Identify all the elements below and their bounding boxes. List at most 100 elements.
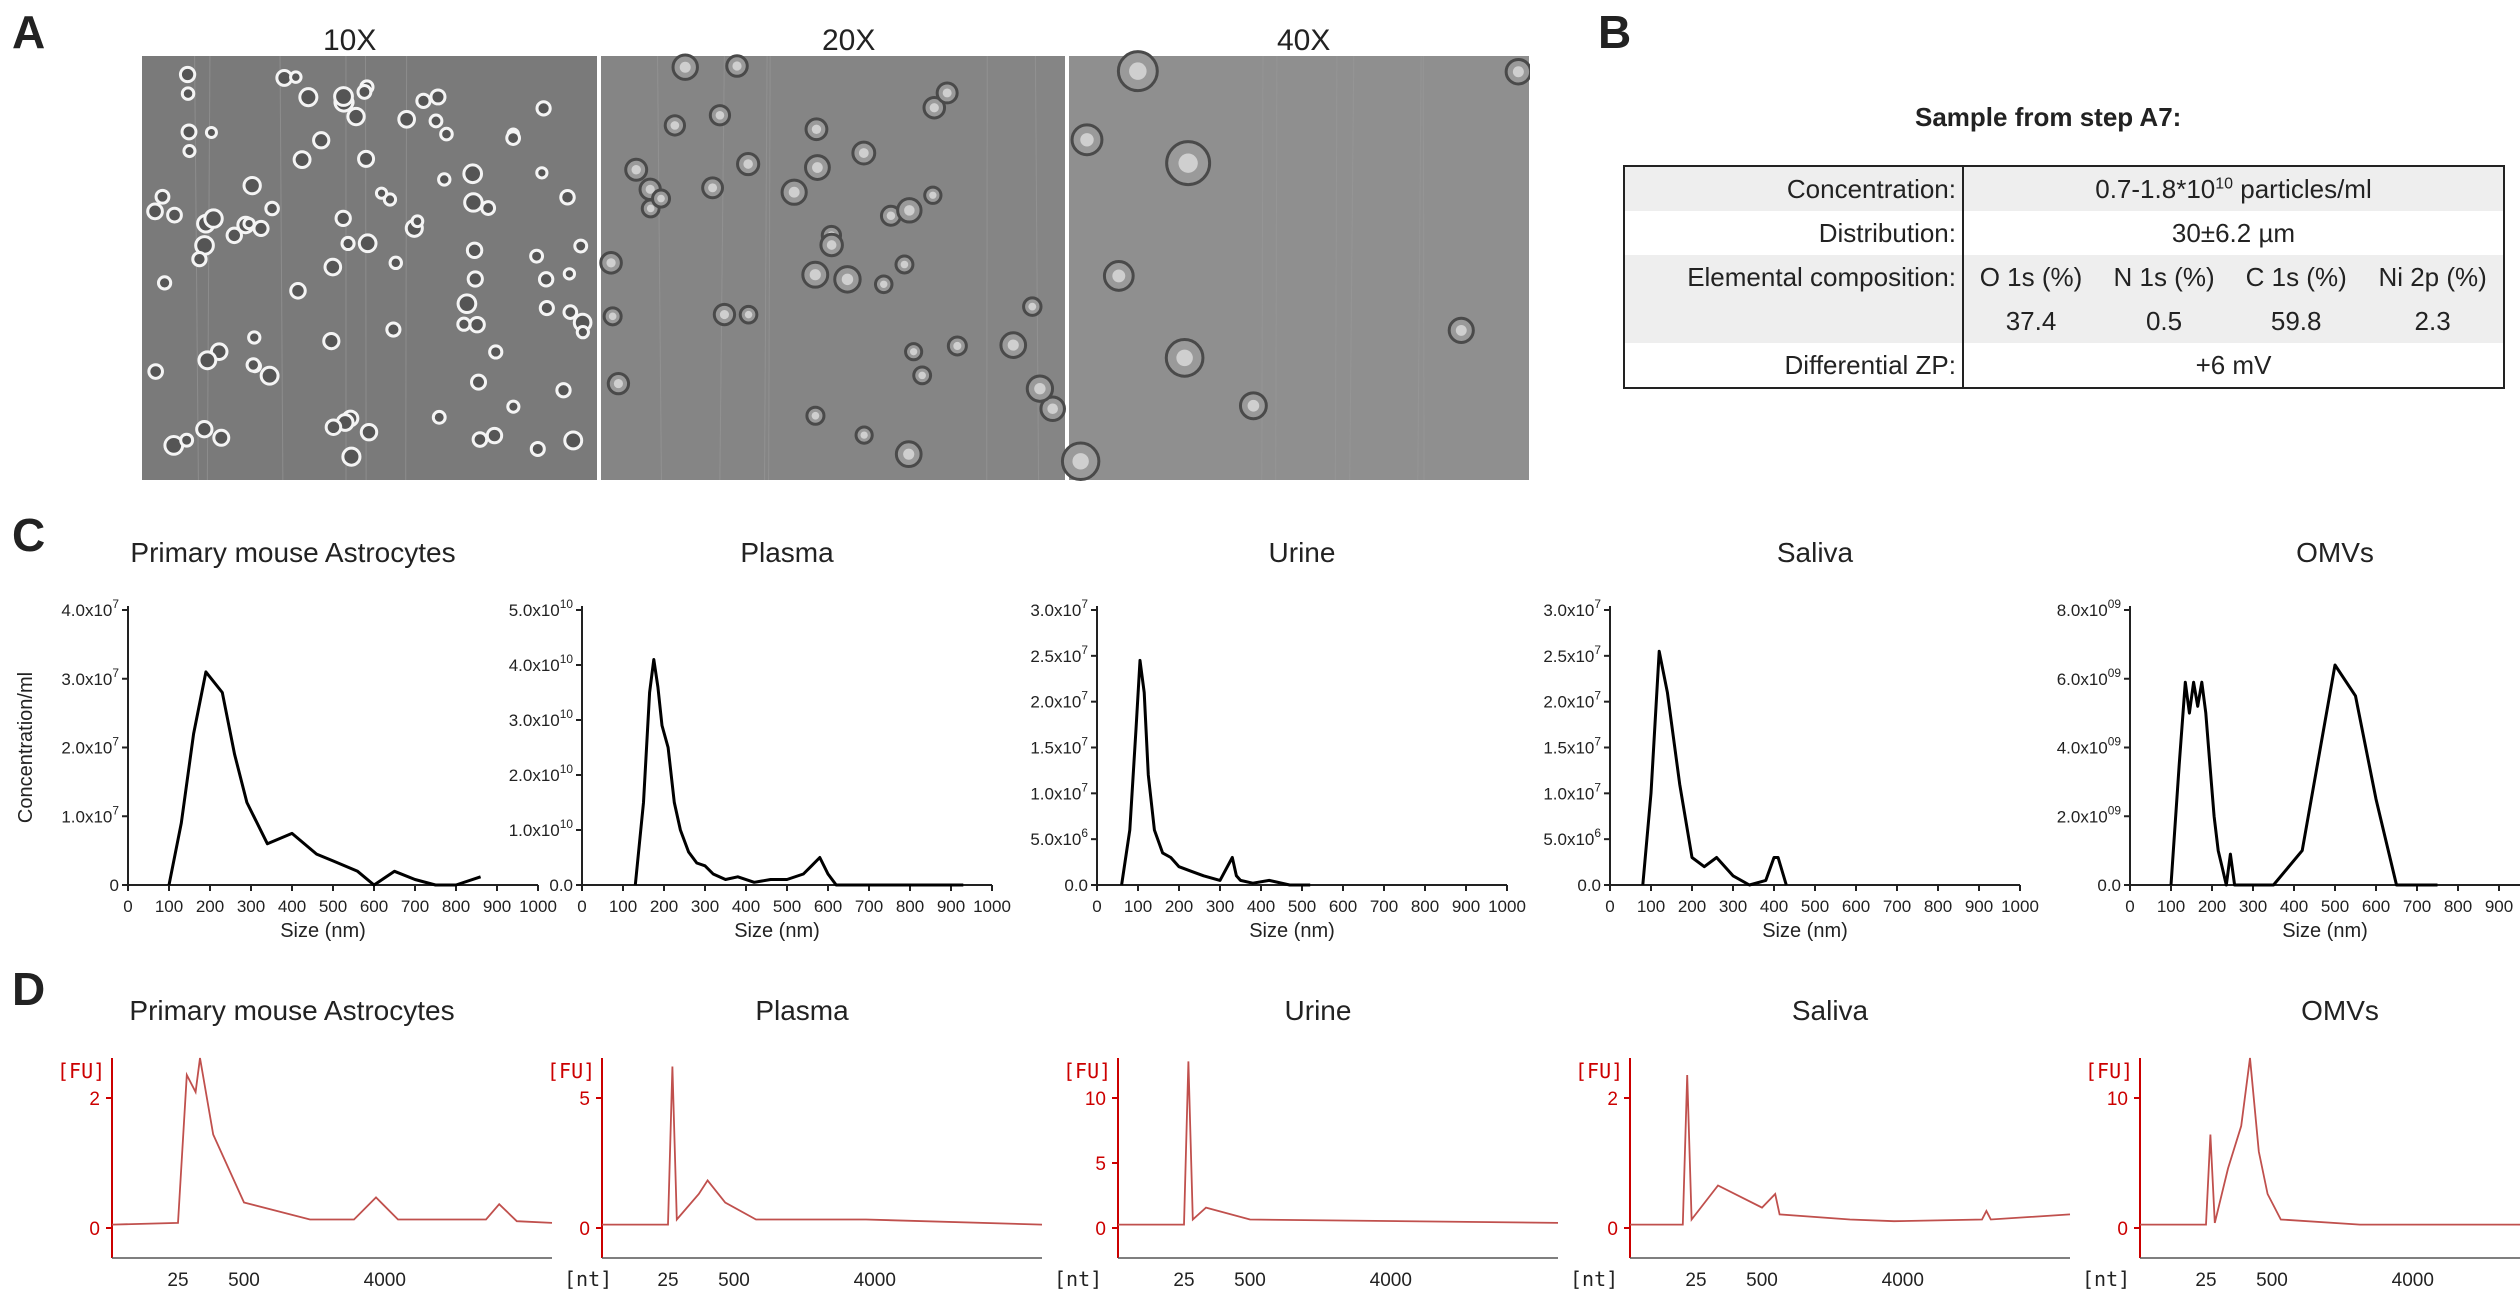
particle-highlight (929, 103, 939, 113)
particle-icon (535, 166, 549, 180)
x-tick-label: 1000 (519, 897, 557, 916)
particle-icon (147, 363, 164, 380)
y-axis-label: [FU] (2085, 1059, 2133, 1083)
x-tick-label: 500 (2256, 1270, 2288, 1291)
particle-icon (146, 202, 164, 221)
particle-icon (197, 350, 218, 371)
x-tick-label: 500 (228, 1270, 260, 1291)
panel-letter-a: A (12, 6, 46, 58)
y-tick-label: 3.0x107 (1030, 597, 1088, 620)
x-axis-label: Size (nm) (1249, 920, 1335, 942)
particle-icon (537, 271, 555, 288)
y-tick-label: 2.0x1010 (509, 762, 574, 785)
particle-icon (437, 172, 452, 187)
y-tick-label: 5 (579, 1089, 590, 1110)
micrograph-streak (1422, 55, 1425, 481)
x-tick-label: 0 (2125, 897, 2134, 916)
y-tick-label: 4.0x1010 (509, 652, 574, 675)
y-tick-label: 3.0x107 (1543, 597, 1601, 620)
micrograph-streak (719, 55, 725, 481)
sample-table-title: Sample from step A7: (1915, 102, 2182, 132)
element-value: 0.5 (2097, 299, 2231, 343)
particle-icon (485, 426, 504, 445)
particle-highlight (918, 371, 926, 380)
nta-chart-4: OMVs 0.0 2.0x1009 4.0x1009 6.0x1009 8.0x1009 0… (2057, 537, 2520, 942)
particle-icon (575, 325, 590, 340)
x-tick-label: 4000 (1882, 1270, 1924, 1291)
y-tick-label: 2 (89, 1089, 100, 1110)
particle-highlight (953, 341, 962, 351)
particle-icon (471, 431, 489, 448)
particle-highlight (719, 309, 730, 320)
particle-highlight (606, 258, 616, 268)
micrograph-background (142, 56, 597, 480)
x-tick-label: 4000 (2392, 1270, 2434, 1291)
x-tick-label: 100 (2157, 897, 2185, 916)
particle-highlight (1047, 403, 1058, 415)
x-tick-label: 4000 (364, 1270, 406, 1291)
particle-icon (388, 255, 403, 271)
particle-icon (340, 235, 356, 252)
particle-icon (242, 175, 262, 196)
micrograph-streak (279, 55, 284, 481)
element-header: Ni 2p (%) (2362, 255, 2504, 299)
electropherogram-trace (602, 1066, 1043, 1226)
particle-icon (466, 270, 484, 288)
particle-icon (179, 432, 195, 448)
micrograph-streak (1349, 55, 1355, 481)
particle-highlight (670, 121, 680, 130)
particle-icon (468, 315, 486, 334)
particle-icon (488, 344, 504, 360)
chart-title: Primary mouse Astrocytes (130, 537, 455, 568)
particle-icon (562, 267, 577, 281)
particle-highlight (909, 348, 918, 356)
x-tick-label: 500 (773, 897, 801, 916)
y-tick-label: 0 (1095, 1219, 1106, 1240)
particle-highlight (715, 110, 725, 120)
micrograph-streak (764, 55, 768, 481)
x-axis-label: Size (nm) (734, 920, 820, 942)
particle-highlight (841, 273, 854, 286)
particle-icon (322, 332, 341, 351)
y-tick-label: 5.0x106 (1543, 826, 1601, 849)
x-tick-label: 500 (1746, 1270, 1778, 1291)
particle-highlight (880, 280, 888, 289)
x-tick-label: 300 (237, 897, 265, 916)
x-tick-label: 100 (1124, 897, 1152, 916)
y-tick-label: 8.0x1009 (2057, 597, 2122, 620)
y-tick-label: 2.0x1009 (2057, 803, 2122, 826)
y-axis-label: [FU] (57, 1059, 105, 1083)
particle-icon (563, 430, 584, 451)
chart-title: Plasma (740, 537, 834, 568)
distribution-label: Distribution: (1624, 211, 1964, 255)
x-tick-label: 700 (401, 897, 429, 916)
particle-icon (203, 208, 224, 229)
y-tick-label: 3.0x1010 (509, 707, 574, 730)
x-tick-label: 200 (1678, 897, 1706, 916)
micrograph-background (1069, 56, 1529, 480)
y-tick-label: 2.0x107 (1030, 689, 1088, 712)
electropherogram-trace (1630, 1074, 2071, 1226)
particle-icon (292, 150, 312, 170)
particle-icon (333, 86, 354, 107)
particle-highlight (1247, 399, 1260, 412)
particle-highlight (708, 183, 718, 193)
x-tick-label: 800 (442, 897, 470, 916)
x-tick-label: 0 (123, 897, 132, 916)
concentration-value: 0.7-1.8*1010 particles/ml (1963, 166, 2504, 211)
element-header: C 1s (%) (2230, 255, 2363, 299)
micrograph-streak (1334, 55, 1338, 481)
particle-icon (357, 233, 378, 254)
particle-icon (555, 382, 572, 399)
particle-highlight (1028, 302, 1037, 311)
y-tick-label: 1.0x107 (61, 803, 119, 826)
particle-highlight (732, 61, 742, 71)
particle-icon (225, 226, 243, 245)
x-tick-label: 600 (360, 897, 388, 916)
particle-highlight (631, 165, 641, 175)
y-axis-label: [FU] (1063, 1059, 1111, 1083)
particle-icon (465, 241, 484, 260)
particle-highlight (860, 431, 868, 439)
x-tick-label: 500 (319, 897, 347, 916)
